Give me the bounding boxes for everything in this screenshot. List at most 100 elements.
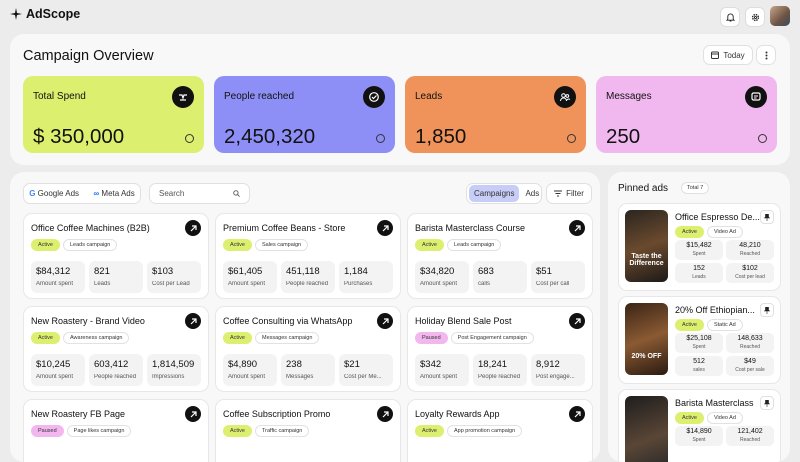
metric-value: $51 bbox=[536, 266, 552, 277]
user-avatar[interactable] bbox=[770, 6, 790, 26]
notifications-button[interactable] bbox=[720, 7, 740, 27]
metric: 148,633 Reached bbox=[726, 333, 774, 353]
metric: 451,118 People reached bbox=[281, 261, 335, 293]
metric-value: 18,241 bbox=[478, 359, 508, 370]
campaign-card[interactable]: New Roastery - Brand Video Active Awarenes… bbox=[23, 306, 209, 392]
type-badge: Page likes campaign bbox=[66, 425, 132, 437]
open-button[interactable] bbox=[185, 313, 201, 329]
metric-label: Amount spent bbox=[228, 281, 266, 287]
info-icon[interactable] bbox=[185, 134, 194, 143]
open-button[interactable] bbox=[377, 220, 393, 236]
kpi-card[interactable]: Leads 1,850 bbox=[405, 76, 586, 153]
info-icon[interactable] bbox=[567, 134, 576, 143]
open-button[interactable] bbox=[569, 313, 585, 329]
kpi-icon bbox=[363, 86, 385, 108]
campaigns-panel: G Google Ads ∞ Meta Ads Search Campaigns… bbox=[10, 172, 600, 462]
open-button[interactable] bbox=[377, 406, 393, 422]
metric: 8,912 Post engage... bbox=[531, 354, 585, 386]
badges: Active Messages campaign bbox=[223, 332, 320, 344]
metric-label: Amount spent bbox=[420, 374, 458, 380]
metric-value: $342 bbox=[420, 359, 442, 370]
campaign-card[interactable]: Coffee Subscription Promo Active Traffic c… bbox=[215, 399, 401, 462]
kpi-card[interactable]: Messages 250 bbox=[596, 76, 777, 153]
status-badge: Active bbox=[415, 425, 444, 437]
metric-value: $15,482 bbox=[686, 242, 712, 249]
pin-button[interactable] bbox=[760, 210, 774, 224]
more-button[interactable] bbox=[756, 45, 776, 65]
metric-label: People reached bbox=[478, 374, 521, 380]
campaign-title: Premium Coffee Beans - Store bbox=[223, 223, 346, 233]
metric-label: People reached bbox=[286, 281, 329, 287]
metrics: $10,245 Amount spent 603,412 People reached… bbox=[31, 354, 201, 386]
settings-button[interactable] bbox=[745, 7, 765, 27]
status-badge: Active bbox=[675, 226, 704, 238]
info-icon[interactable] bbox=[376, 134, 385, 143]
badges: Paused Page likes campaign bbox=[31, 425, 132, 437]
open-button[interactable] bbox=[185, 220, 201, 236]
open-button[interactable] bbox=[185, 406, 201, 422]
pinned-count: Total 7 bbox=[681, 182, 710, 194]
campaign-card[interactable]: New Roastery FB Page Paused Page likes cam… bbox=[23, 399, 209, 462]
ad-image bbox=[625, 396, 668, 462]
pinned-card[interactable]: Barista Masterclass Active Video Ad $14,890… bbox=[618, 389, 781, 462]
view-option[interactable]: Ads bbox=[525, 189, 540, 198]
metric-label: Cost per Me... bbox=[344, 374, 382, 380]
metric: $102 Cost per lead bbox=[726, 263, 774, 283]
metric-label: Amount spent bbox=[420, 281, 458, 287]
metric: $10,245 Amount spent bbox=[31, 354, 85, 386]
metric-label: Spent bbox=[692, 344, 706, 350]
metric-label: People reached bbox=[94, 374, 137, 380]
campaign-card[interactable]: Holiday Blend Sale Post Paused Post Engage… bbox=[407, 306, 593, 392]
metric-value: 512 bbox=[693, 358, 705, 365]
campaign-card[interactable]: Office Coffee Machines (B2B) Active Leads … bbox=[23, 213, 209, 299]
kpi-card[interactable]: People reached 2,450,320 bbox=[214, 76, 395, 153]
metric-value: 603,412 bbox=[94, 359, 129, 370]
header: AdScope bbox=[0, 0, 800, 32]
brand[interactable]: AdScope bbox=[10, 7, 80, 21]
metric-value: $25,108 bbox=[686, 335, 712, 342]
metric-value: $21 bbox=[344, 359, 360, 370]
status-badge: Active bbox=[675, 412, 704, 424]
badges: Active Video Ad bbox=[675, 412, 743, 424]
campaign-card[interactable]: Loyalty Rewards App Active App promotion c… bbox=[407, 399, 593, 462]
metric: 238 Messages bbox=[281, 354, 335, 386]
view-option-active[interactable]: Campaigns bbox=[469, 185, 520, 202]
type-badge: Sales campaign bbox=[254, 239, 309, 251]
metrics: $25,108 Spent 148,633 Reached 512 sales $49 Cos… bbox=[675, 333, 774, 376]
pin-button[interactable] bbox=[760, 303, 774, 317]
metric-value: 148,633 bbox=[737, 335, 763, 342]
type-badge: Video Ad bbox=[706, 226, 743, 238]
info-icon[interactable] bbox=[758, 134, 767, 143]
brand-name: AdScope bbox=[26, 7, 81, 21]
metric-label: Spent bbox=[692, 437, 706, 443]
open-button[interactable] bbox=[569, 220, 585, 236]
open-button[interactable] bbox=[377, 313, 393, 329]
badges: Active App promotion campaign bbox=[415, 425, 523, 437]
kpi-icon bbox=[554, 86, 576, 108]
search-placeholder: Search bbox=[159, 189, 185, 198]
pinned-card[interactable]: 20% OFF 20% Off Ethiopian... Active Static … bbox=[618, 296, 781, 384]
kpi-icon bbox=[172, 86, 194, 108]
search-box[interactable]: Search bbox=[149, 183, 250, 204]
open-button[interactable] bbox=[569, 406, 585, 422]
metric-label: Amount spent bbox=[36, 281, 74, 287]
campaign-card[interactable]: Premium Coffee Beans - Store Active Sales … bbox=[215, 213, 401, 299]
kpi-card[interactable]: Total Spend $ 350,000 bbox=[23, 76, 204, 153]
metric-value: 683 bbox=[478, 266, 494, 277]
campaign-card[interactable]: Barista Masterclass Course Active Leads ca… bbox=[407, 213, 593, 299]
metric-label: sales bbox=[693, 367, 705, 373]
date-button[interactable]: Today bbox=[703, 45, 753, 65]
metric-value: 121,402 bbox=[737, 428, 763, 435]
metric-value: 48,210 bbox=[739, 242, 761, 249]
metric-label: Impressions bbox=[152, 374, 185, 380]
kpi-label: Messages bbox=[606, 91, 652, 102]
pinned-card[interactable]: Taste the Difference Office Espresso De..… bbox=[618, 203, 781, 291]
pin-button[interactable] bbox=[760, 396, 774, 410]
filter-button[interactable]: Filter bbox=[546, 183, 592, 204]
source-tab[interactable]: ∞ Meta Ads bbox=[93, 189, 135, 198]
campaign-card[interactable]: Coffee Consulting via WhatsApp Active Mess… bbox=[215, 306, 401, 392]
metric: $34,820 Amount spent bbox=[415, 261, 469, 293]
metric-label: Cost per call bbox=[536, 281, 570, 287]
source-tab[interactable]: G Google Ads bbox=[29, 189, 80, 198]
metric: 512 sales bbox=[675, 356, 723, 376]
